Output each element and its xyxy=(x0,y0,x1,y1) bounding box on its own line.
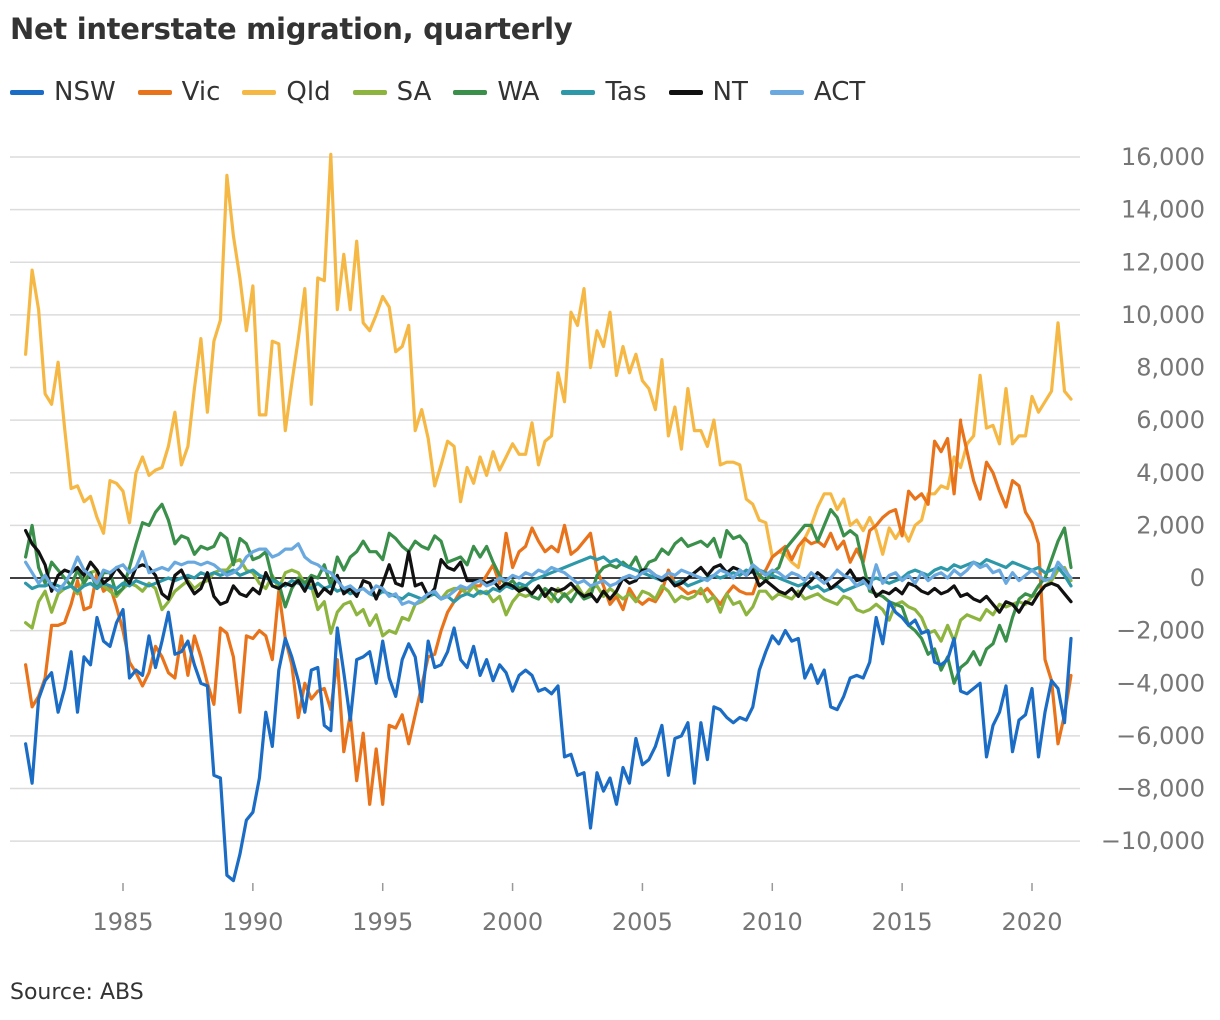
legend-label-nt: NT xyxy=(712,77,748,107)
series-line-nt xyxy=(24,529,1073,614)
legend-label-vic: Vic xyxy=(181,77,221,107)
legend-swatch-wa xyxy=(453,89,488,95)
legend-item-wa: WA xyxy=(453,77,539,107)
legend-label-nsw: NSW xyxy=(54,77,116,107)
chart-legend: NSW Vic Qld SA WA Tas NT ACT xyxy=(10,74,887,110)
legend-label-sa: SA xyxy=(396,77,432,107)
legend-swatch-vic xyxy=(137,89,172,95)
y-tick-label: −6,000 xyxy=(1116,722,1205,750)
y-tick-label: 12,000 xyxy=(1121,248,1205,276)
legend-item-nsw: NSW xyxy=(10,77,116,107)
y-tick-label: 2,000 xyxy=(1136,511,1205,539)
legend-label-qld: Qld xyxy=(286,77,331,107)
y-tick-label: −8,000 xyxy=(1116,775,1205,803)
x-tick-label: 2015 xyxy=(872,908,933,936)
y-tick-label: 16,000 xyxy=(1121,143,1205,171)
legend-item-tas: Tas xyxy=(561,77,647,107)
x-tick-label: 2000 xyxy=(482,908,543,936)
legend-swatch-act xyxy=(769,89,804,95)
x-tick-label: 1985 xyxy=(92,908,153,936)
y-tick-label: −4,000 xyxy=(1116,669,1205,697)
x-tick-label: 1995 xyxy=(352,908,413,936)
series-line-qld xyxy=(24,152,1073,570)
y-tick-label: 8,000 xyxy=(1136,354,1205,382)
y-tick-label: −2,000 xyxy=(1116,617,1205,645)
y-tick-label: 4,000 xyxy=(1136,459,1205,487)
series-lines xyxy=(24,152,1073,883)
series-line-nsw xyxy=(24,600,1073,883)
chart-title: Net interstate migration, quarterly xyxy=(10,12,573,46)
legend-swatch-qld xyxy=(242,89,277,95)
y-tick-label: 14,000 xyxy=(1121,196,1205,224)
x-tick-label: 2020 xyxy=(1001,908,1062,936)
legend-item-act: ACT xyxy=(769,77,866,107)
legend-label-wa: WA xyxy=(497,77,540,107)
legend-swatch-nt xyxy=(668,89,703,95)
y-gridlines xyxy=(10,156,1080,842)
x-tick-label: 2005 xyxy=(612,908,673,936)
legend-item-vic: Vic xyxy=(137,77,221,107)
source-note: Source: ABS xyxy=(10,980,144,1005)
legend-swatch-sa xyxy=(352,89,387,95)
series-line-tas xyxy=(24,555,1073,604)
y-tick-label: 6,000 xyxy=(1136,406,1205,434)
y-tick-label: 10,000 xyxy=(1121,301,1205,329)
legend-item-sa: SA xyxy=(352,77,432,107)
legend-item-nt: NT xyxy=(668,77,748,107)
legend-label-tas: Tas xyxy=(605,77,647,107)
series-line-act xyxy=(24,542,1073,606)
x-tick-label: 1990 xyxy=(222,908,283,936)
legend-label-act: ACT xyxy=(813,77,866,107)
series-line-vic xyxy=(24,418,1073,806)
legend-swatch-tas xyxy=(561,89,596,95)
legend-item-qld: Qld xyxy=(242,77,331,107)
y-tick-label: −10,000 xyxy=(1101,827,1205,855)
x-tick-label: 2010 xyxy=(742,908,803,936)
legend-swatch-nsw xyxy=(10,89,44,95)
y-tick-label: 0 xyxy=(1190,564,1205,592)
